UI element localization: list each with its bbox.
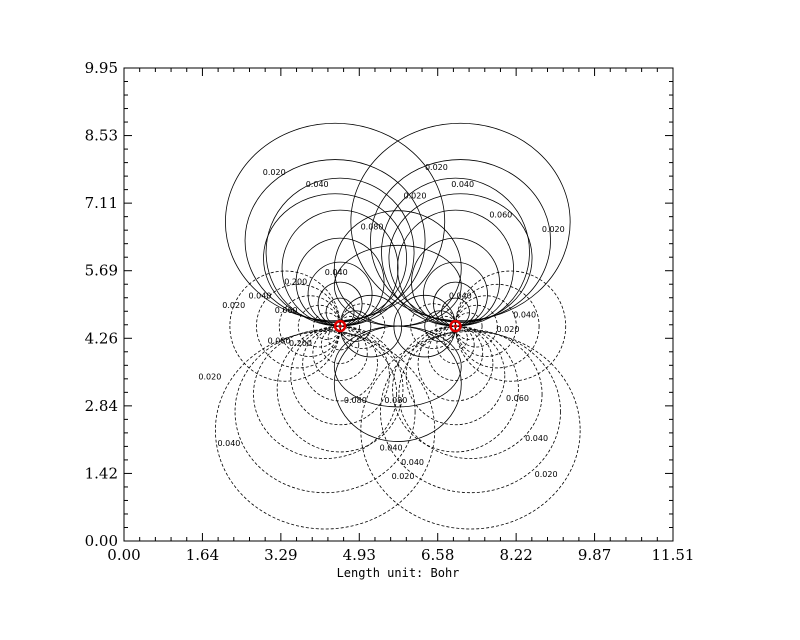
y-tick-label: 5.69 <box>85 262 118 280</box>
contour-label: 0.080 <box>384 396 407 405</box>
y-tick-label: 1.42 <box>85 464 118 482</box>
contour-line-positive <box>370 159 551 323</box>
contour-line-positive <box>350 122 571 322</box>
contour-label: 0.040 <box>248 292 271 301</box>
contour-label: 0.200 <box>284 277 307 286</box>
contour-label: 0.080 <box>361 223 384 232</box>
contour-label: 0.200 <box>289 339 312 348</box>
contour-label: 0.020 <box>497 325 520 334</box>
y-tick-label: 8.53 <box>85 127 118 145</box>
contour-label: 0.020 <box>263 168 286 177</box>
contour-label: 0.020 <box>535 470 558 479</box>
contour-label: 0.020 <box>222 301 245 310</box>
contour-label: 0.060 <box>506 394 529 403</box>
contour-label: 0.040 <box>306 180 329 189</box>
contour-label: 0.060 <box>489 211 512 220</box>
x-tick-label: 6.58 <box>421 546 454 564</box>
atom-markers <box>333 319 462 333</box>
y-tick-label: 9.95 <box>85 59 118 77</box>
atom-marker <box>333 319 347 333</box>
contour-line-negative <box>215 331 436 530</box>
atom-marker-center <box>338 324 342 328</box>
contour-line-negative <box>380 330 561 494</box>
y-tick-label: 4.26 <box>85 329 118 347</box>
contour-label: 0.040 <box>451 180 474 189</box>
contour-line-negative <box>234 330 416 494</box>
contour-label: 0.040 <box>325 268 348 277</box>
contour-label: 0.020 <box>404 192 427 201</box>
x-axis-title: Length unit: Bohr <box>337 566 460 580</box>
y-tick-label: 7.11 <box>85 194 118 212</box>
contour-label: 0.020 <box>198 372 221 381</box>
contour-line-mixed <box>339 303 386 349</box>
atom-marker <box>449 319 462 333</box>
plot-frame <box>123 67 674 542</box>
contour-label: 0.080 <box>268 337 291 346</box>
contour-label: 0.060 <box>275 306 298 315</box>
x-tick-label: 8.22 <box>499 546 532 564</box>
contour-label: 0.020 <box>425 163 448 172</box>
axis-ticks: 0.00 1.64 3.29 4.93 6.58 8.22 9.87 11.51 0.00 1.4… <box>85 59 695 564</box>
contour-label: 0.080 <box>344 396 367 405</box>
x-tick-label: 3.29 <box>264 546 297 564</box>
y-tick-label: 2.84 <box>85 397 118 415</box>
contour-line-negative <box>253 329 398 459</box>
contour-label: 0.020 <box>542 225 565 234</box>
contour-line-negative <box>398 329 543 459</box>
x-tick-label: 9.87 <box>578 546 611 564</box>
contour-label: 0.040 <box>525 434 548 443</box>
contour-labels: 0.0200.0400.0800.0200.0200.0400.0600.020… <box>198 163 564 481</box>
contour-line-positive <box>333 325 462 442</box>
x-tick-label: 1.64 <box>186 546 219 564</box>
contour-line-positive <box>225 122 446 322</box>
contour-label: 0.020 <box>392 472 415 481</box>
contour-line-positive <box>244 159 426 323</box>
x-tick-label: 11.51 <box>652 546 695 564</box>
x-tick-label: 0.00 <box>107 546 140 564</box>
contour-label: 0.040 <box>401 458 424 467</box>
y-tick-label: 0.00 <box>85 532 118 550</box>
x-tick-label: 4.93 <box>343 546 376 564</box>
contour-label: 0.040 <box>380 444 403 453</box>
contour-line-negative <box>360 331 581 530</box>
contour-label: 0.040 <box>513 311 536 320</box>
contour-label: 0.040 <box>449 292 472 301</box>
atom-marker-center <box>453 324 458 328</box>
contour-label: 0.040 <box>217 439 240 448</box>
